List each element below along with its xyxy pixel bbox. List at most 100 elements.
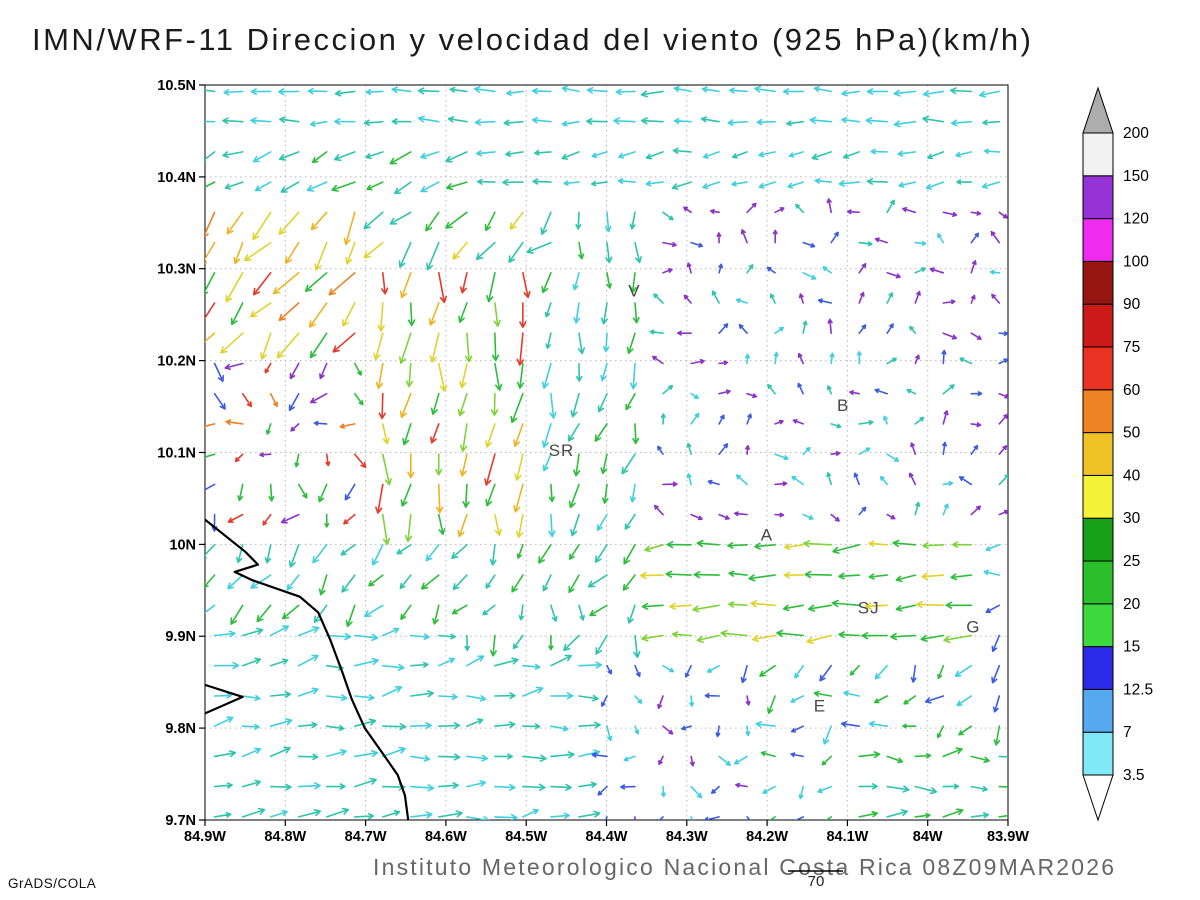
wind-arrow bbox=[451, 604, 468, 615]
wind-arrow bbox=[774, 453, 789, 461]
wind-arrow bbox=[991, 634, 1001, 653]
wind-arrow bbox=[942, 384, 955, 395]
wind-arrow bbox=[802, 513, 814, 520]
wind-arrow bbox=[942, 332, 957, 340]
colorbar-segment bbox=[1082, 603, 1114, 648]
wind-arrow bbox=[864, 602, 888, 610]
wind-arrow bbox=[278, 302, 300, 321]
wind-arrow bbox=[998, 814, 1008, 818]
wind-arrow bbox=[970, 812, 989, 819]
wind-arrow bbox=[233, 241, 244, 265]
wind-arrow bbox=[745, 445, 750, 455]
wind-arrow bbox=[213, 811, 232, 818]
wind-arrow bbox=[382, 513, 391, 545]
wind-vector-field bbox=[205, 85, 1008, 820]
coastline-spur bbox=[205, 683, 244, 715]
wind-arrow bbox=[494, 753, 513, 760]
wind-arrow bbox=[400, 272, 412, 299]
wind-arrow bbox=[629, 211, 636, 230]
wind-arrow bbox=[956, 695, 973, 707]
wind-arrow bbox=[466, 816, 490, 820]
wind-arrow bbox=[808, 604, 832, 612]
wind-arrow bbox=[451, 544, 468, 559]
wind-arrow bbox=[602, 483, 609, 504]
wind-arrow bbox=[382, 746, 406, 758]
x-axis-label: 84.3W bbox=[666, 829, 708, 845]
wind-arrow bbox=[718, 360, 729, 366]
wind-arrow bbox=[474, 118, 496, 126]
wind-arrow bbox=[804, 570, 832, 579]
wind-arrow bbox=[822, 266, 832, 274]
wind-arrow bbox=[538, 544, 552, 564]
wind-arrow bbox=[306, 181, 328, 192]
wind-arrow bbox=[222, 117, 244, 125]
colorbar-label: 7 bbox=[1123, 724, 1132, 741]
wind-arrow bbox=[354, 777, 377, 788]
wind-arrow bbox=[998, 392, 1008, 399]
wind-arrow bbox=[653, 504, 664, 516]
wind-arrow bbox=[950, 573, 973, 581]
wind-arrow bbox=[250, 574, 272, 589]
wind-arrow bbox=[868, 573, 888, 580]
wind-arrow bbox=[269, 658, 289, 667]
wind-arrow bbox=[840, 721, 860, 728]
wind-arrow bbox=[597, 785, 608, 796]
wind-arrow bbox=[604, 211, 612, 233]
x-axis-label: 84W bbox=[913, 829, 943, 845]
wind-arrow bbox=[227, 574, 244, 590]
wind-arrow bbox=[645, 151, 664, 160]
wind-arrow bbox=[382, 722, 407, 731]
wind-arrow bbox=[420, 151, 440, 160]
wind-arrow bbox=[702, 151, 720, 159]
wind-arrow bbox=[806, 634, 832, 644]
footer-institute-text: Instituto Meteorologico Nacional Costa R… bbox=[373, 854, 1117, 880]
wind-arrow bbox=[596, 513, 608, 531]
wind-arrow bbox=[429, 332, 440, 363]
wind-arrow bbox=[561, 151, 580, 160]
wind-arrow bbox=[399, 392, 412, 419]
wind-arrow bbox=[205, 241, 216, 265]
wind-arrow bbox=[568, 574, 580, 593]
wind-arrow bbox=[870, 148, 888, 155]
colorbar-segment bbox=[1082, 218, 1114, 262]
colorbar-segment bbox=[1082, 303, 1114, 348]
wind-arrow bbox=[956, 179, 973, 185]
wind-arrow bbox=[617, 178, 636, 185]
wind-arrow bbox=[841, 117, 860, 124]
wind-arrow bbox=[241, 779, 262, 788]
wind-arrow bbox=[576, 362, 583, 382]
wind-arrow bbox=[513, 423, 524, 447]
wind-arrow bbox=[735, 474, 748, 486]
wind-arrow bbox=[345, 604, 356, 628]
wind-arrow bbox=[856, 351, 862, 365]
wind-arrow bbox=[790, 695, 804, 703]
wind-arrow bbox=[632, 423, 640, 445]
wind-arrow bbox=[318, 483, 328, 503]
wind-arrow bbox=[325, 783, 346, 790]
wind-arrow bbox=[482, 604, 496, 616]
wind-arrow bbox=[354, 812, 375, 820]
wind-arrow bbox=[740, 664, 748, 684]
wind-arrow bbox=[858, 324, 867, 334]
wind-arrow bbox=[696, 539, 720, 548]
wind-arrow bbox=[452, 574, 468, 591]
y-axis-label: 10.2N bbox=[157, 354, 196, 370]
wind-arrow bbox=[711, 290, 720, 304]
colorbar-label: 25 bbox=[1123, 553, 1140, 570]
wind-arrow bbox=[671, 181, 692, 190]
wind-arrow bbox=[606, 272, 612, 289]
wind-arrow bbox=[943, 634, 973, 644]
wind-arrow bbox=[613, 117, 636, 125]
wind-arrow bbox=[438, 722, 461, 730]
wind-arrow bbox=[475, 150, 496, 157]
wind-arrow bbox=[205, 423, 216, 429]
wind-arrow bbox=[689, 695, 695, 707]
wind-arrow bbox=[502, 178, 524, 186]
x-axis-label: 84.6W bbox=[425, 829, 467, 845]
wind-arrow bbox=[494, 692, 516, 700]
x-axis-label: 84.5W bbox=[505, 829, 547, 845]
wind-arrow bbox=[549, 392, 557, 419]
wind-arrow bbox=[205, 120, 216, 123]
wind-arrow bbox=[297, 782, 321, 790]
wind-arrow bbox=[265, 423, 272, 435]
